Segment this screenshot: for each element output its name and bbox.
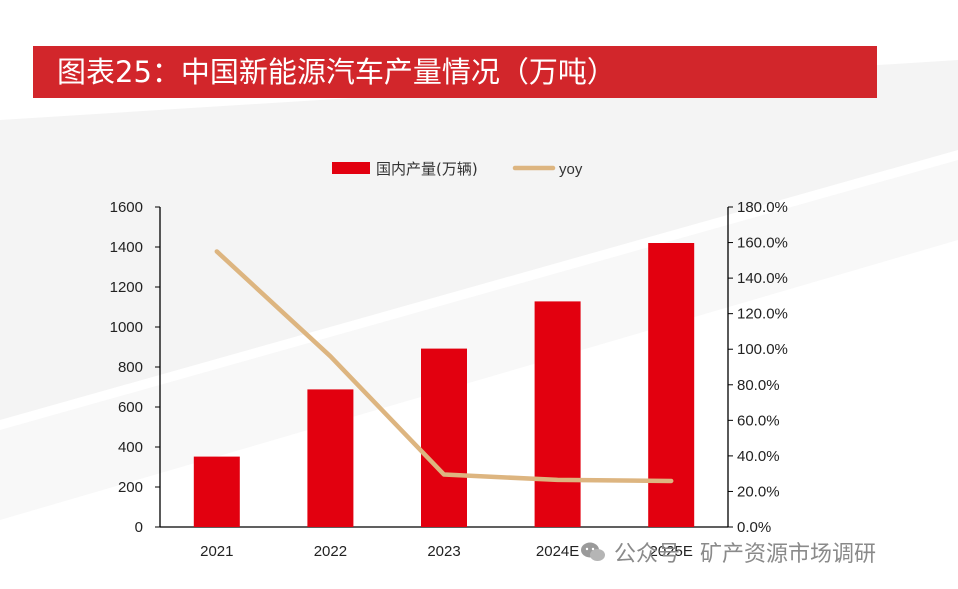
y-right-tick-label: 0.0% bbox=[737, 519, 771, 536]
y-left-tick-label: 200 bbox=[118, 479, 143, 496]
y-right-tick-label: 180.0% bbox=[737, 199, 788, 216]
watermark: 公众号 矿产资源市场调研 bbox=[580, 535, 876, 569]
y-left-tick-label: 1000 bbox=[110, 319, 143, 336]
bar bbox=[307, 389, 354, 527]
x-tick-label: 2025E bbox=[650, 543, 693, 560]
y-right-tick-label: 20.0% bbox=[737, 483, 780, 500]
y-right-tick-label: 100.0% bbox=[737, 341, 788, 358]
y-right-tick-label: 80.0% bbox=[737, 377, 780, 394]
y-left-tick-label: 600 bbox=[118, 399, 143, 416]
y-right-tick-label: 160.0% bbox=[737, 235, 788, 252]
bar bbox=[648, 243, 695, 527]
bar bbox=[193, 456, 240, 527]
y-left-tick-label: 0 bbox=[135, 519, 143, 536]
legend-label-line: yoy bbox=[559, 161, 583, 178]
x-tick-label: 2024E bbox=[536, 543, 579, 560]
title-bar: 图表25：中国新能源汽车产量情况（万吨） bbox=[33, 46, 877, 98]
y-right-tick-label: 60.0% bbox=[737, 412, 780, 429]
y-left-tick-label: 1400 bbox=[110, 239, 143, 256]
wechat-icon bbox=[581, 542, 605, 561]
page-title: 图表25：中国新能源汽车产量情况（万吨） bbox=[57, 55, 616, 89]
y-left-tick-label: 1200 bbox=[110, 279, 143, 296]
y-right-tick-label: 140.0% bbox=[737, 270, 788, 287]
x-tick-label: 2021 bbox=[200, 543, 233, 560]
y-left-tick-label: 800 bbox=[118, 359, 143, 376]
watermark-platform: 公众号 bbox=[614, 542, 681, 567]
bar bbox=[421, 348, 467, 527]
y-right-tick-label: 120.0% bbox=[737, 306, 788, 323]
legend-swatch-bar bbox=[332, 162, 370, 174]
bar bbox=[534, 301, 581, 527]
x-tick-label: 2022 bbox=[314, 543, 347, 560]
y-left-tick-label: 400 bbox=[118, 439, 143, 456]
y-left-tick-label: 1600 bbox=[110, 199, 143, 216]
legend-label-bar: 国内产量(万辆) bbox=[376, 160, 478, 178]
watermark-account: 矿产资源市场调研 bbox=[700, 542, 877, 567]
x-tick-label: 2023 bbox=[427, 543, 460, 560]
y-right-tick-label: 40.0% bbox=[737, 448, 780, 465]
